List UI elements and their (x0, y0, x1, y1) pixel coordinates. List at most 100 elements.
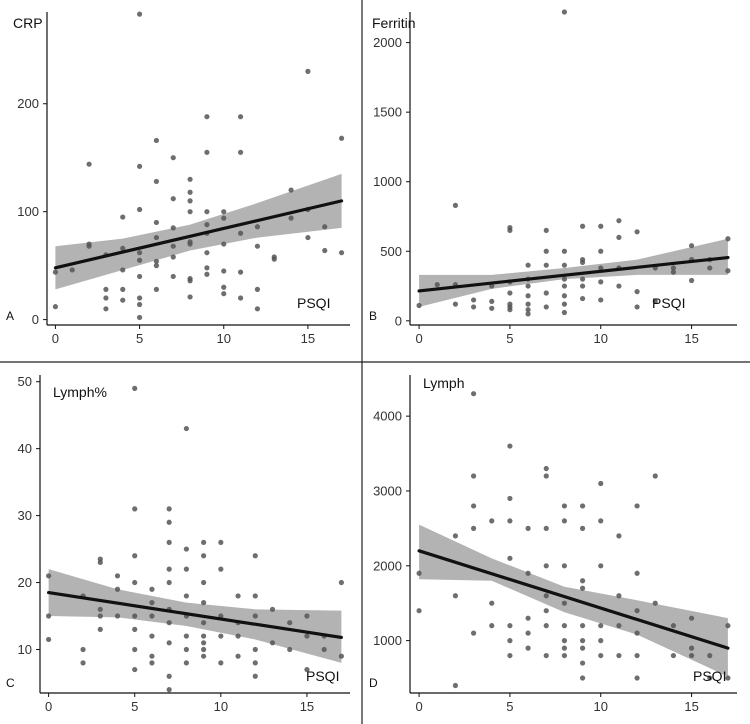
data-point (543, 473, 549, 479)
y-tick-label: 2000 (373, 35, 402, 50)
data-point (543, 593, 549, 599)
y-tick-label: 20 (18, 575, 32, 590)
panel-lymph: 1000 2000 3000 4000 0 5 10 15 Lymph PSQI D (369, 375, 737, 714)
panel-title: Ferritin (372, 15, 416, 31)
data-point (132, 646, 138, 653)
data-point (634, 608, 640, 614)
confidence-band (55, 173, 342, 290)
data-point (543, 608, 549, 614)
data-point (204, 114, 210, 120)
data-point (170, 254, 176, 260)
data-point (338, 579, 344, 586)
data-point (525, 307, 531, 313)
data-point (416, 608, 422, 614)
data-point (579, 525, 586, 531)
data-point (218, 539, 224, 545)
data-point (252, 646, 258, 653)
data-point (452, 682, 459, 689)
panel-title: Lymph% (53, 384, 107, 400)
data-point (187, 176, 193, 182)
data-point (218, 566, 224, 572)
x-axis-label: PSQI (652, 295, 685, 311)
data-point (204, 222, 210, 228)
data-point (304, 666, 310, 673)
data-point (579, 623, 586, 629)
data-point (561, 638, 568, 644)
data-point (561, 503, 568, 509)
x-tick-label: 15 (684, 699, 698, 714)
data-point (634, 289, 640, 295)
data-point (114, 613, 121, 619)
data-point (187, 294, 193, 300)
data-point (598, 638, 604, 644)
data-point (321, 646, 327, 653)
data-point (525, 570, 531, 576)
data-point (543, 227, 549, 234)
panel-lymph-percent: 10 20 30 40 50 0 5 10 15 Lymph% PSQI C (6, 374, 350, 714)
data-point (201, 539, 207, 545)
data-point (670, 269, 677, 275)
y-tick-label: 10 (18, 642, 32, 657)
data-point (149, 633, 155, 639)
data-point (149, 613, 155, 619)
data-point (221, 209, 227, 215)
data-point (543, 652, 549, 659)
data-point (489, 518, 495, 524)
data-point (201, 640, 207, 646)
data-point (136, 273, 143, 280)
data-point (688, 243, 695, 249)
x-tick-label: 5 (506, 699, 513, 714)
data-point (579, 276, 586, 282)
data-point (525, 262, 531, 268)
data-point (598, 248, 604, 254)
data-point (470, 630, 477, 636)
data-point (237, 269, 244, 275)
panel-crp: 0 100 200 0 5 10 15 CRP PSQI A (6, 11, 350, 346)
data-point (237, 230, 244, 236)
data-point (170, 155, 176, 161)
y-tick-label: 40 (18, 441, 32, 456)
data-point (97, 626, 103, 633)
x-axis-label: PSQI (693, 668, 726, 684)
data-point (652, 298, 658, 304)
data-point (201, 600, 207, 606)
data-point (543, 262, 549, 268)
x-tick-label: 10 (594, 331, 608, 346)
data-point (634, 570, 640, 576)
y-tick-label: 50 (18, 374, 32, 389)
data-point (269, 606, 276, 612)
data-point (201, 553, 207, 559)
data-point (304, 613, 310, 619)
data-point (561, 309, 568, 316)
data-point (103, 295, 109, 301)
data-point (132, 626, 138, 633)
data-point (338, 250, 345, 256)
data-point (688, 652, 695, 659)
data-point (561, 9, 568, 15)
data-point (218, 633, 224, 639)
data-point (616, 234, 622, 240)
data-point (114, 573, 121, 579)
data-point (489, 600, 495, 606)
data-point (103, 286, 109, 292)
data-point (322, 247, 328, 254)
data-point (170, 243, 176, 249)
data-point (725, 268, 731, 274)
data-point (561, 262, 568, 268)
data-point (434, 282, 440, 288)
data-point (153, 258, 160, 264)
data-point (561, 301, 568, 307)
data-point (287, 646, 293, 653)
data-point (183, 633, 189, 639)
data-point (136, 206, 143, 213)
data-point (149, 586, 155, 592)
data-point (254, 306, 261, 312)
data-point (452, 301, 459, 307)
x-tick-label: 0 (45, 699, 52, 714)
data-point (183, 546, 189, 552)
x-tick-label: 5 (136, 331, 143, 346)
data-point (616, 283, 622, 289)
data-point (579, 578, 586, 584)
data-point (507, 623, 513, 629)
data-point (579, 585, 586, 591)
